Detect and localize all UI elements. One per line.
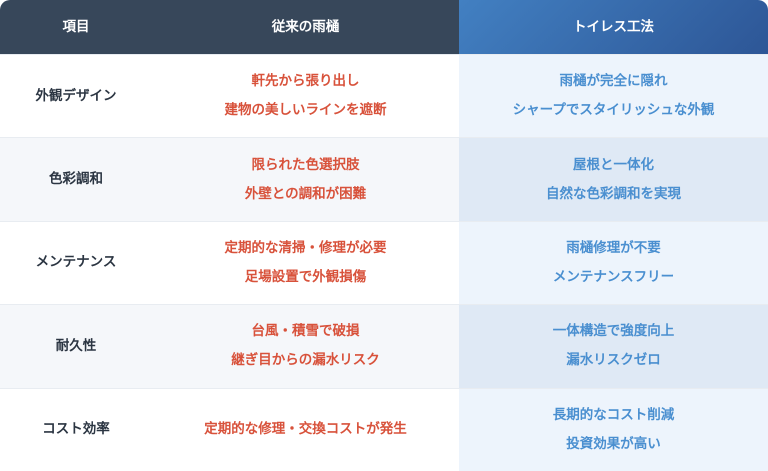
toiless-cell-line: 自然な色彩調和を実現 (546, 185, 681, 202)
item-cell: コスト効率 (0, 388, 152, 471)
table-row: 耐久性 台風・積雪で破損 継ぎ目からの漏水リスク 一体構造で強度向上 漏水リスクゼロ (0, 304, 768, 388)
toiless-cell: 屋根と一体化自然な色彩調和を実現 (459, 138, 768, 221)
conventional-cell-line: 継ぎ目からの漏水リスク (231, 352, 380, 369)
toiless-cell: 長期的なコスト削減 投資効果が高い (459, 388, 768, 471)
table-row: コスト効率 定期的な修理・交換コストが発生 長期的なコスト削減 投資効果が高い (0, 387, 768, 471)
conventional-cell-line: 定期的な清掃・修理が必要 (224, 239, 387, 256)
conventional-cell-line: 建物の美しいラインを遮断 (224, 102, 387, 119)
toiless-cell: 雨樋修理が不要 メンテナンスフリー (459, 221, 768, 305)
toiless-cell: 一体構造で強度向上 漏水リスクゼロ (459, 305, 768, 388)
toiless-cell-line: 屋根と一体化 (573, 156, 654, 173)
conventional-cell-line: 軒先から張り出し (251, 73, 360, 90)
header-item: 項目 (0, 0, 152, 54)
toiless-cell-line: 一体構造で強度向上 (552, 323, 675, 340)
item-cell-line: 耐久性 (55, 337, 97, 354)
conventional-cell-line: 台風・積雪で破損 (251, 323, 360, 340)
item-cell: 外観デザイン (0, 55, 152, 138)
header-toiless: トイレス工法 (459, 0, 768, 54)
toiless-cell-line: 雨樋が完全に隠れ (559, 73, 668, 90)
table-row: 色彩調和 限られた色選択肢 外壁との調和が困難 屋根と一体化 自然な色彩調和を実現 (0, 137, 768, 221)
item-cell: メンテナンス (0, 221, 152, 305)
conventional-cell: 軒先から張り出し建物の美しいラインを遮断 (152, 55, 459, 138)
toiless-cell-line: メンテナンスフリー (552, 268, 675, 285)
item-cell: 耐久性 (0, 305, 152, 388)
conventional-cell: 定期的な清掃・修理が必要 足場設置で外観損傷 (152, 221, 459, 305)
toiless-cell: 雨樋が完全に隠れシャープでスタイリッシュな外観 (459, 55, 768, 138)
conventional-cell: 台風・積雪で破損継ぎ目からの漏水リスク (152, 305, 459, 388)
conventional-cell-line: 外壁との調和が困難 (244, 185, 367, 202)
table-row: 外観デザイン 軒先から張り出し 建物の美しいラインを遮断 雨樋が完全に隠れ シャープでス… (0, 54, 768, 138)
conventional-cell-line: 足場設置で外観損傷 (244, 268, 367, 285)
conventional-cell-line: 限られた色選択肢 (251, 156, 360, 173)
toiless-cell-line: シャープでスタイリッシュな外観 (512, 102, 715, 119)
toiless-cell-line: 長期的なコスト削減 (552, 406, 675, 423)
toiless-cell-line: 漏水リスクゼロ (566, 352, 661, 369)
item-cell: 色彩調和 (0, 138, 152, 221)
item-cell-line: コスト効率 (42, 421, 110, 438)
conventional-cell: 定期的な修理・交換コストが発生 (152, 388, 459, 471)
toiless-cell-line: 投資効果が高い (566, 435, 661, 452)
item-cell-line: 外観デザイン (35, 87, 117, 104)
toiless-cell-line: 雨樋修理が不要 (566, 239, 661, 256)
conventional-cell-line: 定期的な修理・交換コストが発生 (204, 421, 407, 438)
item-cell-line: メンテナンス (35, 254, 117, 271)
header-conventional: 従来の雨樋 (152, 0, 459, 54)
table-row: メンテナンス 定期的な清掃・修理が必要 足場設置で外観損傷 雨樋修理が不要 メンテナンス… (0, 220, 768, 305)
item-cell-line: 色彩調和 (49, 171, 103, 188)
conventional-cell: 限られた色選択肢 外壁との調和が困難 (152, 138, 459, 221)
table-header: 項目 従来の雨樋 トイレス工法 (0, 0, 768, 54)
